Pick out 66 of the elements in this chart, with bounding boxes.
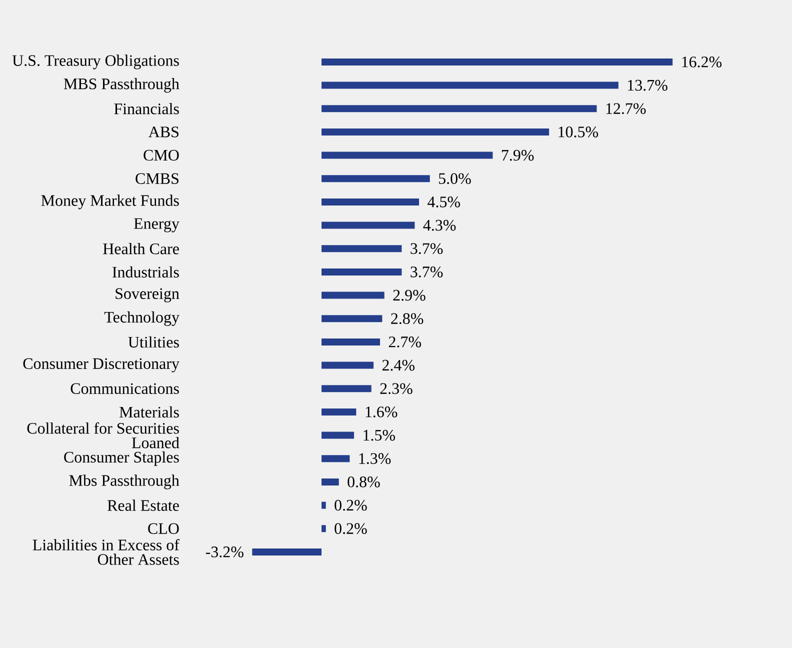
bar — [322, 128, 550, 136]
data-label: -3.2% — [206, 546, 244, 558]
bar — [322, 478, 339, 486]
data-label: 0.8% — [348, 476, 380, 488]
data-label: 0.2% — [334, 523, 367, 534]
y-tick-label: Liabilities in Excess of Other Assets — [32, 538, 180, 565]
y-tick-label: Health Care — [103, 242, 179, 254]
y-tick-label: Mbs Passthrough — [69, 474, 180, 490]
bar — [322, 105, 597, 112]
data-label: 1.6% — [366, 406, 398, 418]
bar — [322, 362, 374, 369]
data-label: 13.7% — [628, 80, 668, 91]
y-tick-label: Materials — [120, 406, 179, 418]
y-tick-label: MBS Passthrough — [64, 78, 180, 93]
y-tick-label: Financials — [114, 103, 179, 114]
bar — [322, 268, 402, 276]
data-label: 12.7% — [606, 103, 646, 114]
bar — [322, 152, 493, 159]
data-label: 0.2% — [334, 500, 367, 511]
data-label: 4.5% — [428, 196, 460, 208]
data-label: 2.4% — [382, 360, 415, 371]
data-label: 7.9% — [502, 150, 534, 161]
y-tick-label: Energy — [134, 218, 180, 232]
data-label: 10.5% — [558, 126, 598, 138]
bar — [252, 548, 322, 556]
data-label: 4.3% — [423, 220, 456, 231]
y-tick-label: Industrials — [112, 266, 179, 278]
bar — [322, 58, 673, 66]
y-tick-label: Sovereign — [116, 288, 180, 302]
bar — [322, 315, 382, 322]
bar — [322, 455, 350, 462]
y-tick-label: Money Market Funds — [41, 194, 179, 210]
bar — [322, 338, 380, 346]
bar — [322, 222, 415, 229]
y-tick-label: Utilities — [128, 336, 179, 348]
y-tick-label: Consumer Staples — [64, 451, 179, 466]
data-label: 1.5% — [364, 430, 396, 441]
y-tick-label: CLO — [148, 523, 179, 534]
y-tick-label: Technology — [104, 311, 180, 326]
bar — [322, 502, 326, 509]
y-tick-label: ABS — [148, 126, 178, 138]
y-tick-label: Communications — [70, 383, 179, 394]
bar — [322, 525, 326, 532]
y-tick-label: CMO — [144, 150, 179, 161]
data-label: 2.9% — [393, 290, 426, 301]
data-label: 3.7% — [410, 266, 443, 278]
bar — [322, 175, 430, 182]
bar — [322, 82, 618, 89]
y-tick-label: Consumer Discretionary — [23, 358, 180, 372]
bar — [322, 292, 384, 299]
data-label: 5.0% — [439, 173, 471, 184]
y-tick-label: U.S. Treasury Obligations — [12, 54, 179, 70]
data-label: 1.3% — [359, 453, 391, 464]
bar — [322, 245, 402, 252]
data-label: 3.7% — [410, 243, 443, 254]
data-label: 16.2% — [682, 56, 722, 68]
bar — [322, 408, 356, 416]
data-label: 2.7% — [388, 336, 422, 348]
data-label: 2.8% — [391, 313, 424, 324]
data-label: 2.3% — [380, 383, 412, 394]
bar — [322, 385, 372, 392]
y-tick-label: Collateral for Securities Loaned — [27, 422, 180, 448]
y-tick-label: Real Estate — [108, 500, 179, 511]
bar — [322, 432, 354, 439]
y-tick-label: CMBS — [136, 173, 178, 184]
bar — [322, 198, 420, 206]
